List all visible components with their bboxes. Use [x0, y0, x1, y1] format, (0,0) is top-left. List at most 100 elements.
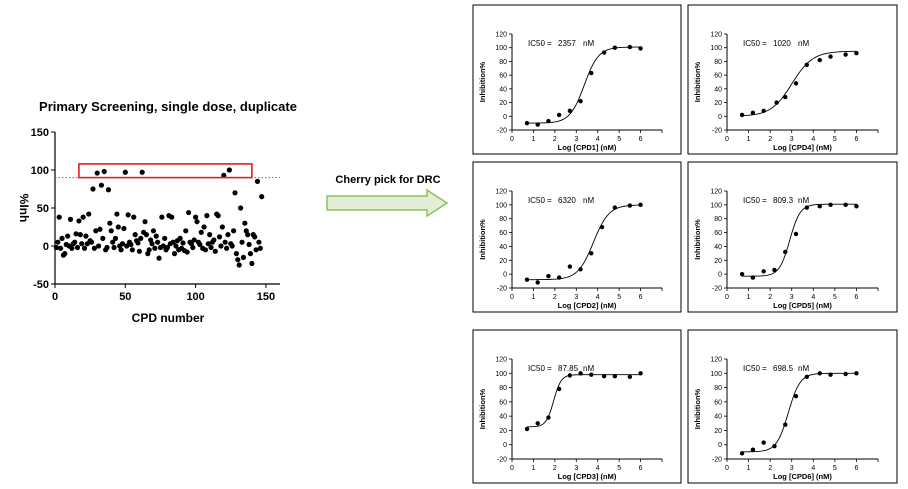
- primary-point: [221, 172, 227, 178]
- drc-point: [761, 108, 766, 114]
- drc-point: [843, 371, 848, 377]
- primary-point: [115, 224, 121, 230]
- drc-ylabel: Inhibition%: [478, 61, 487, 102]
- drc-point: [750, 447, 756, 452]
- drc-y-tick-label: 20: [499, 100, 507, 107]
- drc-point: [556, 275, 562, 280]
- drc-y-tick-label: 20: [499, 258, 507, 265]
- drc-y-tick-label: 40: [714, 414, 722, 421]
- drc-fit-curve: [526, 46, 641, 124]
- ic50-label: IC50 =: [528, 196, 552, 205]
- primary-ylabel: %Inh: [17, 194, 31, 223]
- ic50-value: 6320: [558, 196, 576, 205]
- drc-x-tick-label: 2: [553, 136, 557, 143]
- primary-point: [191, 237, 197, 243]
- primary-point: [160, 243, 166, 249]
- drc-point: [556, 112, 562, 118]
- drc-y-tick-label: 20: [714, 258, 722, 265]
- ic50-unit: nM: [583, 364, 594, 373]
- drc-x-tick-label: 0: [725, 294, 729, 301]
- drc-x-tick-label: 6: [639, 136, 643, 143]
- ic50-label: IC50 =: [528, 364, 552, 373]
- drc-point: [793, 81, 799, 86]
- drc-x-tick-label: 1: [747, 294, 751, 301]
- drc-point: [739, 451, 745, 456]
- primary-point: [88, 239, 95, 245]
- drc-y-tick-label: 80: [714, 216, 722, 223]
- drc-point: [761, 440, 766, 445]
- drc-point: [524, 120, 530, 126]
- drc-x-tick-label: 4: [811, 294, 815, 301]
- drc-y-tick-label: 100: [710, 202, 722, 209]
- primary-point: [131, 214, 137, 220]
- drc-y-tick-label: 40: [714, 86, 722, 93]
- drc-y-tick-label: -20: [712, 286, 722, 293]
- primary-point: [94, 170, 100, 176]
- drc-x-tick-label: 4: [596, 465, 600, 472]
- drc-y-tick-label: 120: [710, 357, 722, 364]
- drc-x-tick-label: 2: [768, 465, 772, 472]
- drc-y-tick-label: 20: [499, 428, 507, 435]
- primary-point: [198, 229, 204, 235]
- primary-point: [110, 239, 116, 245]
- drc-point: [739, 271, 745, 277]
- drc-x-tick-label: 3: [574, 294, 578, 301]
- drc-x-tick-label: 4: [596, 294, 600, 301]
- drc-y-tick-label: 0: [503, 114, 507, 121]
- drc-xlabel: Log [CPD6] (nM): [773, 472, 832, 481]
- drc-y-tick-label: 40: [499, 414, 507, 421]
- drc-point: [627, 44, 633, 50]
- drc-xlabel: Log [CPD3] (nM): [558, 472, 617, 481]
- drc-y-tick-label: 0: [503, 272, 507, 279]
- drc-point: [578, 267, 583, 272]
- primary-point: [146, 247, 152, 253]
- primary-point: [81, 245, 88, 251]
- primary-point: [152, 245, 158, 251]
- drc-point: [828, 202, 833, 208]
- drc-point: [843, 52, 848, 57]
- drc-x-tick-label: 6: [854, 465, 858, 472]
- primary-point: [93, 228, 99, 234]
- primary-point: [112, 235, 119, 241]
- primary-screening-chart: Primary Screening, single dose, duplicat…: [17, 99, 297, 325]
- drc-point: [817, 371, 822, 376]
- primary-y-tick-label: 50: [37, 203, 49, 215]
- drc-y-tick-label: 100: [495, 45, 507, 52]
- drc-point: [567, 373, 573, 378]
- primary-point: [216, 234, 223, 240]
- drc-x-tick-label: 6: [854, 136, 858, 143]
- drc-fit-curve: [742, 372, 857, 453]
- drc-y-tick-label: 0: [718, 114, 722, 121]
- primary-point: [156, 255, 162, 261]
- drc-point: [854, 371, 859, 376]
- primary-point: [150, 228, 157, 234]
- drc-y-tick-label: 100: [495, 202, 507, 209]
- drc-point: [535, 280, 540, 285]
- primary-point: [201, 224, 207, 230]
- drc-x-tick-label: 5: [833, 465, 837, 472]
- ic50-label: IC50 =: [743, 39, 767, 48]
- drc-y-tick-label: 0: [718, 442, 722, 449]
- drc-x-tick-label: 2: [553, 465, 557, 472]
- primary-point: [76, 218, 82, 224]
- drc-x-tick-label: 1: [747, 465, 751, 472]
- drc-x-tick-label: 5: [833, 294, 837, 301]
- primary-point: [204, 213, 210, 219]
- primary-point: [142, 219, 148, 225]
- primary-point: [253, 247, 259, 253]
- drc-ylabel: Inhibition%: [693, 388, 702, 429]
- primary-point: [124, 243, 130, 249]
- primary-point: [95, 243, 102, 249]
- drc-fit-curve: [526, 374, 641, 428]
- drc-point: [612, 205, 618, 210]
- drc-point: [524, 277, 530, 282]
- primary-point: [80, 214, 86, 220]
- drc-point: [578, 99, 583, 104]
- drc-point: [627, 374, 633, 380]
- primary-point: [153, 233, 159, 239]
- primary-point: [122, 169, 128, 175]
- primary-point: [183, 228, 189, 234]
- primary-point: [62, 251, 68, 257]
